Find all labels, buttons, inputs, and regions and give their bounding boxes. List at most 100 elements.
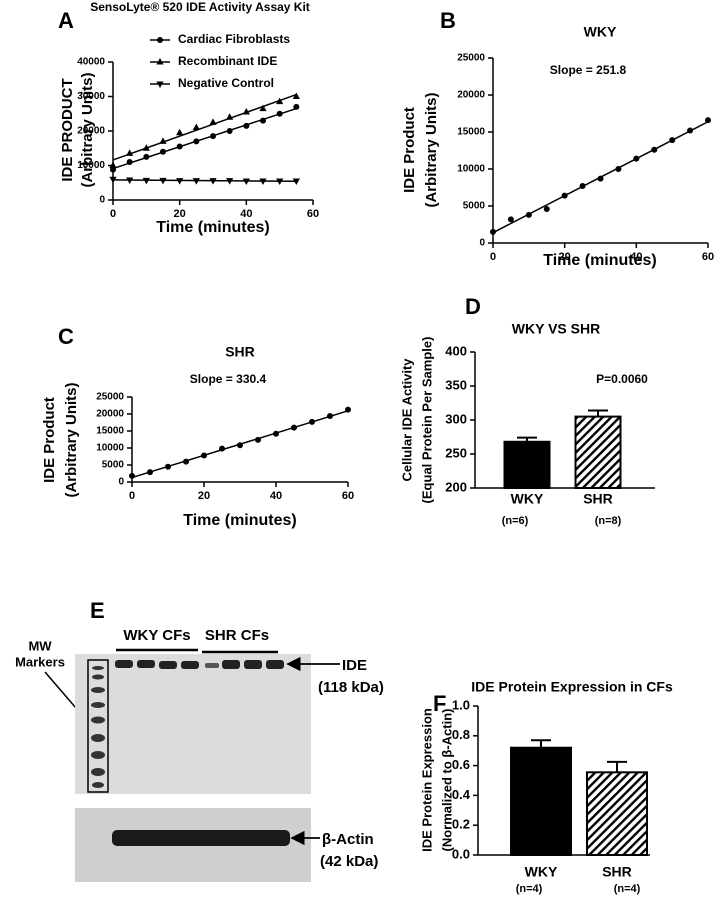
data-point — [237, 442, 243, 449]
band-label: β-Actin — [322, 831, 374, 848]
x-tick-label: 60 — [702, 251, 714, 263]
data-point — [276, 97, 284, 105]
y-tick-label: 400 — [445, 343, 467, 358]
data-point — [129, 472, 135, 479]
fit-line — [112, 93, 297, 161]
data-point — [110, 166, 116, 173]
x-tick-label: WKY — [525, 864, 558, 880]
marker-label: Markers — [15, 654, 65, 669]
fit-line — [112, 107, 297, 170]
y-tick-label: 20000 — [457, 90, 485, 101]
y-tick-label: 15000 — [457, 127, 485, 138]
y-tick-label: 1.0 — [452, 697, 470, 712]
data-point — [226, 113, 234, 120]
y-tick-label: 200 — [445, 479, 467, 494]
x-tick-label: WKY — [511, 491, 544, 507]
data-point — [165, 463, 171, 470]
data-point — [176, 178, 184, 185]
blot-image — [75, 654, 311, 794]
y-tick-label: 0.8 — [452, 727, 470, 742]
bar — [503, 440, 551, 490]
data-point — [490, 228, 496, 235]
y-tick-label: 0.4 — [452, 787, 471, 802]
data-point — [226, 128, 233, 134]
sample-size: (n=8) — [595, 515, 622, 527]
data-point — [126, 177, 134, 184]
y-axis-label: IDE Product — [41, 397, 58, 483]
sample-size: (n=6) — [502, 515, 529, 527]
x-tick-label: 60 — [307, 208, 319, 220]
ide-bands — [115, 660, 284, 669]
data-point — [126, 159, 133, 166]
y-tick-label: 30000 — [77, 91, 105, 102]
marker-box — [87, 659, 109, 793]
y-tick-label: 0 — [118, 477, 124, 488]
data-point — [156, 58, 164, 65]
data-point — [669, 137, 676, 144]
data-point — [142, 177, 150, 185]
x-tick-label: 40 — [240, 208, 252, 220]
data-point — [259, 178, 267, 186]
data-point — [176, 128, 184, 136]
y-axis-label: IDE Product — [401, 107, 418, 193]
data-point — [209, 118, 217, 125]
actin-bands — [112, 830, 290, 846]
panel-letter: B — [440, 8, 456, 33]
data-point — [226, 178, 234, 185]
marker-label: MW — [28, 638, 52, 653]
y-tick-label: 40000 — [77, 57, 105, 68]
x-tick-label: 20 — [198, 490, 210, 502]
chart-title: IDE Protein Expression in CFs — [471, 679, 673, 695]
data-point — [142, 144, 150, 151]
data-point — [157, 37, 163, 43]
legend-label: Recombinant IDE — [178, 54, 277, 68]
data-point — [193, 138, 200, 145]
data-point — [687, 127, 694, 134]
panel-letter: F — [433, 691, 446, 716]
y-axis-label: IDE Protein Expression — [419, 708, 434, 852]
data-point — [291, 424, 297, 431]
y-tick-label: 0.6 — [452, 757, 470, 772]
x-tick-label: 0 — [490, 251, 496, 263]
data-point — [156, 81, 164, 88]
y-tick-label: 10000 — [457, 164, 485, 175]
data-point — [242, 108, 250, 115]
y-axis-label: (Arbitrary Units) — [423, 92, 440, 207]
x-tick-label: 20 — [174, 208, 186, 220]
y-tick-label: 20000 — [77, 126, 105, 137]
bar — [574, 415, 622, 490]
y-axis-label: Cellular IDE Activity — [399, 358, 414, 482]
data-point — [209, 178, 217, 185]
y-tick-label: 5000 — [102, 460, 125, 471]
chart-title: WKY VS SHR — [512, 321, 600, 337]
band-size: (42 kDa) — [320, 853, 378, 870]
data-point — [201, 452, 207, 459]
y-axis-label: (Normalized to β-Actin) — [439, 709, 454, 852]
band-label: IDE — [342, 657, 367, 674]
data-point — [615, 166, 622, 172]
x-tick-label: 40 — [630, 251, 642, 263]
data-point — [159, 137, 167, 144]
annotation: Slope = 251.8 — [550, 63, 627, 77]
x-tick-label: 0 — [110, 208, 116, 220]
legend-label: Cardiac Fibroblasts — [178, 32, 290, 46]
data-point — [259, 104, 267, 112]
data-point — [276, 110, 283, 117]
y-tick-label: 0 — [479, 238, 485, 249]
marker-ladder — [91, 666, 105, 788]
data-point — [260, 117, 266, 124]
data-point — [243, 122, 250, 129]
data-point — [109, 176, 117, 184]
band-size: (118 kDa) — [318, 679, 384, 696]
data-point — [255, 436, 261, 443]
panel-letter: A — [58, 8, 74, 33]
y-tick-label: 10000 — [96, 443, 124, 454]
y-axis-label: IDE PRODUCT — [59, 78, 76, 181]
x-axis-label: Time (minutes) — [543, 252, 657, 269]
y-tick-label: 300 — [445, 411, 467, 426]
x-tick-label: SHR — [602, 864, 632, 880]
x-tick-label: SHR — [583, 491, 613, 507]
x-tick-label: 40 — [270, 490, 282, 502]
sample-size: (n=4) — [516, 883, 543, 895]
group-label: SHR CFs — [205, 627, 269, 644]
